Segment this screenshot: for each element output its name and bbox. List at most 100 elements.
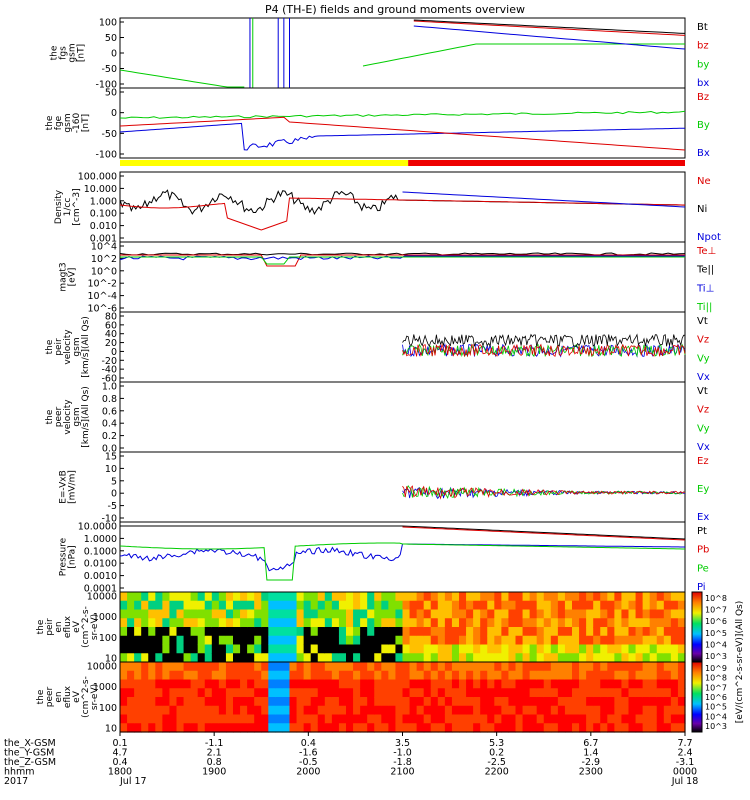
heatmap-cell xyxy=(550,723,559,733)
heatmap-cell xyxy=(473,679,481,689)
x-tick-label: 2300 xyxy=(579,767,603,778)
heatmap-cell xyxy=(614,688,623,698)
heatmap-cell xyxy=(338,714,347,724)
x-row-label: the_X-GSM xyxy=(4,738,56,749)
heatmap-cell xyxy=(296,635,305,646)
heatmap-cell xyxy=(459,662,467,672)
y-axis-label: [nPa] xyxy=(68,545,78,568)
heatmap-cell xyxy=(543,697,552,707)
heatmap-cell xyxy=(494,635,502,646)
heatmap-cell xyxy=(303,635,312,646)
heatmap-cell xyxy=(296,627,305,637)
heatmap-cell xyxy=(543,627,552,637)
heatmap-cell xyxy=(508,723,517,733)
heatmap-cell xyxy=(324,705,333,716)
x-tick-label: 2100 xyxy=(390,767,414,778)
heatmap-cell xyxy=(522,600,531,611)
heatmap-cell xyxy=(303,697,312,707)
heatmap-cell xyxy=(338,644,347,654)
heatmap-cell xyxy=(508,670,517,681)
heatmap-cell xyxy=(127,653,135,663)
heatmap-cell xyxy=(444,644,453,654)
heatmap-cell xyxy=(395,688,404,698)
heatmap-cell xyxy=(529,618,538,628)
y-tick-label: -100 xyxy=(95,80,117,91)
heatmap-cell xyxy=(649,592,658,602)
heatmap-cell xyxy=(374,688,382,698)
heatmap-cell xyxy=(451,662,460,672)
heatmap-cell xyxy=(572,714,580,724)
heatmap-cell xyxy=(275,679,284,689)
heatmap-cell xyxy=(176,592,185,602)
heatmap-cell xyxy=(353,609,361,619)
heatmap-cell xyxy=(303,705,312,716)
heatmap-cell xyxy=(550,662,559,672)
heatmap-cell xyxy=(607,679,615,689)
heatmap-cell xyxy=(211,688,220,698)
heatmap-cell xyxy=(628,723,637,733)
heatmap-cell xyxy=(268,688,276,698)
heatmap-cell xyxy=(282,723,291,733)
heatmap-cell xyxy=(247,609,255,619)
heatmap-cell xyxy=(635,609,644,619)
legend-ti: Ti|| xyxy=(696,302,712,313)
legend-ex: Ex xyxy=(697,512,709,523)
heatmap-cell xyxy=(346,653,354,663)
heatmap-cell xyxy=(360,644,368,654)
heatmap-cell xyxy=(240,653,248,663)
heatmap-cell xyxy=(451,609,460,619)
heatmap-cell xyxy=(402,714,411,724)
legend-te: Te|| xyxy=(696,265,714,276)
heatmap-cell xyxy=(536,627,545,637)
heatmap-cell xyxy=(169,635,178,646)
heatmap-cell xyxy=(247,714,255,724)
heatmap-cell xyxy=(564,688,573,698)
heatmap-cell xyxy=(310,592,319,602)
heatmap-cell xyxy=(473,653,481,663)
heatmap-cell xyxy=(459,644,467,654)
heatmap-cell xyxy=(303,670,312,681)
heatmap-cell xyxy=(388,670,397,681)
heatmap-cell xyxy=(254,723,262,733)
legend-te: Te⊥ xyxy=(696,246,716,257)
heatmap-cell xyxy=(572,635,580,646)
heatmap-cell xyxy=(225,609,234,619)
heatmap-cell xyxy=(459,600,467,611)
heatmap-cell xyxy=(282,618,291,628)
heatmap-cell xyxy=(360,627,368,637)
heatmap-cell xyxy=(635,705,644,716)
heatmap-cell xyxy=(487,644,495,654)
heatmap-cell xyxy=(367,670,375,681)
heatmap-cell xyxy=(148,662,156,672)
heatmap-cell xyxy=(430,670,439,681)
heatmap-cell xyxy=(289,688,298,698)
heatmap-cell xyxy=(600,679,608,689)
heatmap-cell xyxy=(204,662,213,672)
heatmap-cell xyxy=(331,679,340,689)
heatmap-cell xyxy=(190,714,199,724)
x-tick-label: -1.1 xyxy=(205,738,224,749)
heatmap-cell xyxy=(289,618,298,628)
heatmap-cell xyxy=(508,662,517,672)
heatmap-cell xyxy=(247,688,255,698)
heatmap-cell xyxy=(423,723,432,733)
x-tick-label: -2.5 xyxy=(487,757,506,768)
heatmap-cell xyxy=(536,635,545,646)
heatmap-cell xyxy=(360,723,368,733)
y-tick-label: 10^2 xyxy=(91,254,117,265)
heatmap-cell xyxy=(310,609,319,619)
heatmap-cell xyxy=(197,618,206,628)
heatmap-cell xyxy=(444,662,453,672)
heatmap-cell xyxy=(218,688,227,698)
heatmap-cell xyxy=(402,688,411,698)
heatmap-cell xyxy=(218,635,227,646)
heatmap-cell xyxy=(225,653,234,663)
heatmap-cell xyxy=(402,618,411,628)
heatmap-cell xyxy=(247,627,255,637)
heatmap-cell xyxy=(148,592,156,602)
heatmap-cell xyxy=(204,618,213,628)
y-tick-label: 1000 xyxy=(93,682,117,693)
heatmap-cell xyxy=(204,688,213,698)
heatmap-cell xyxy=(543,723,552,733)
heatmap-cell xyxy=(247,662,255,672)
